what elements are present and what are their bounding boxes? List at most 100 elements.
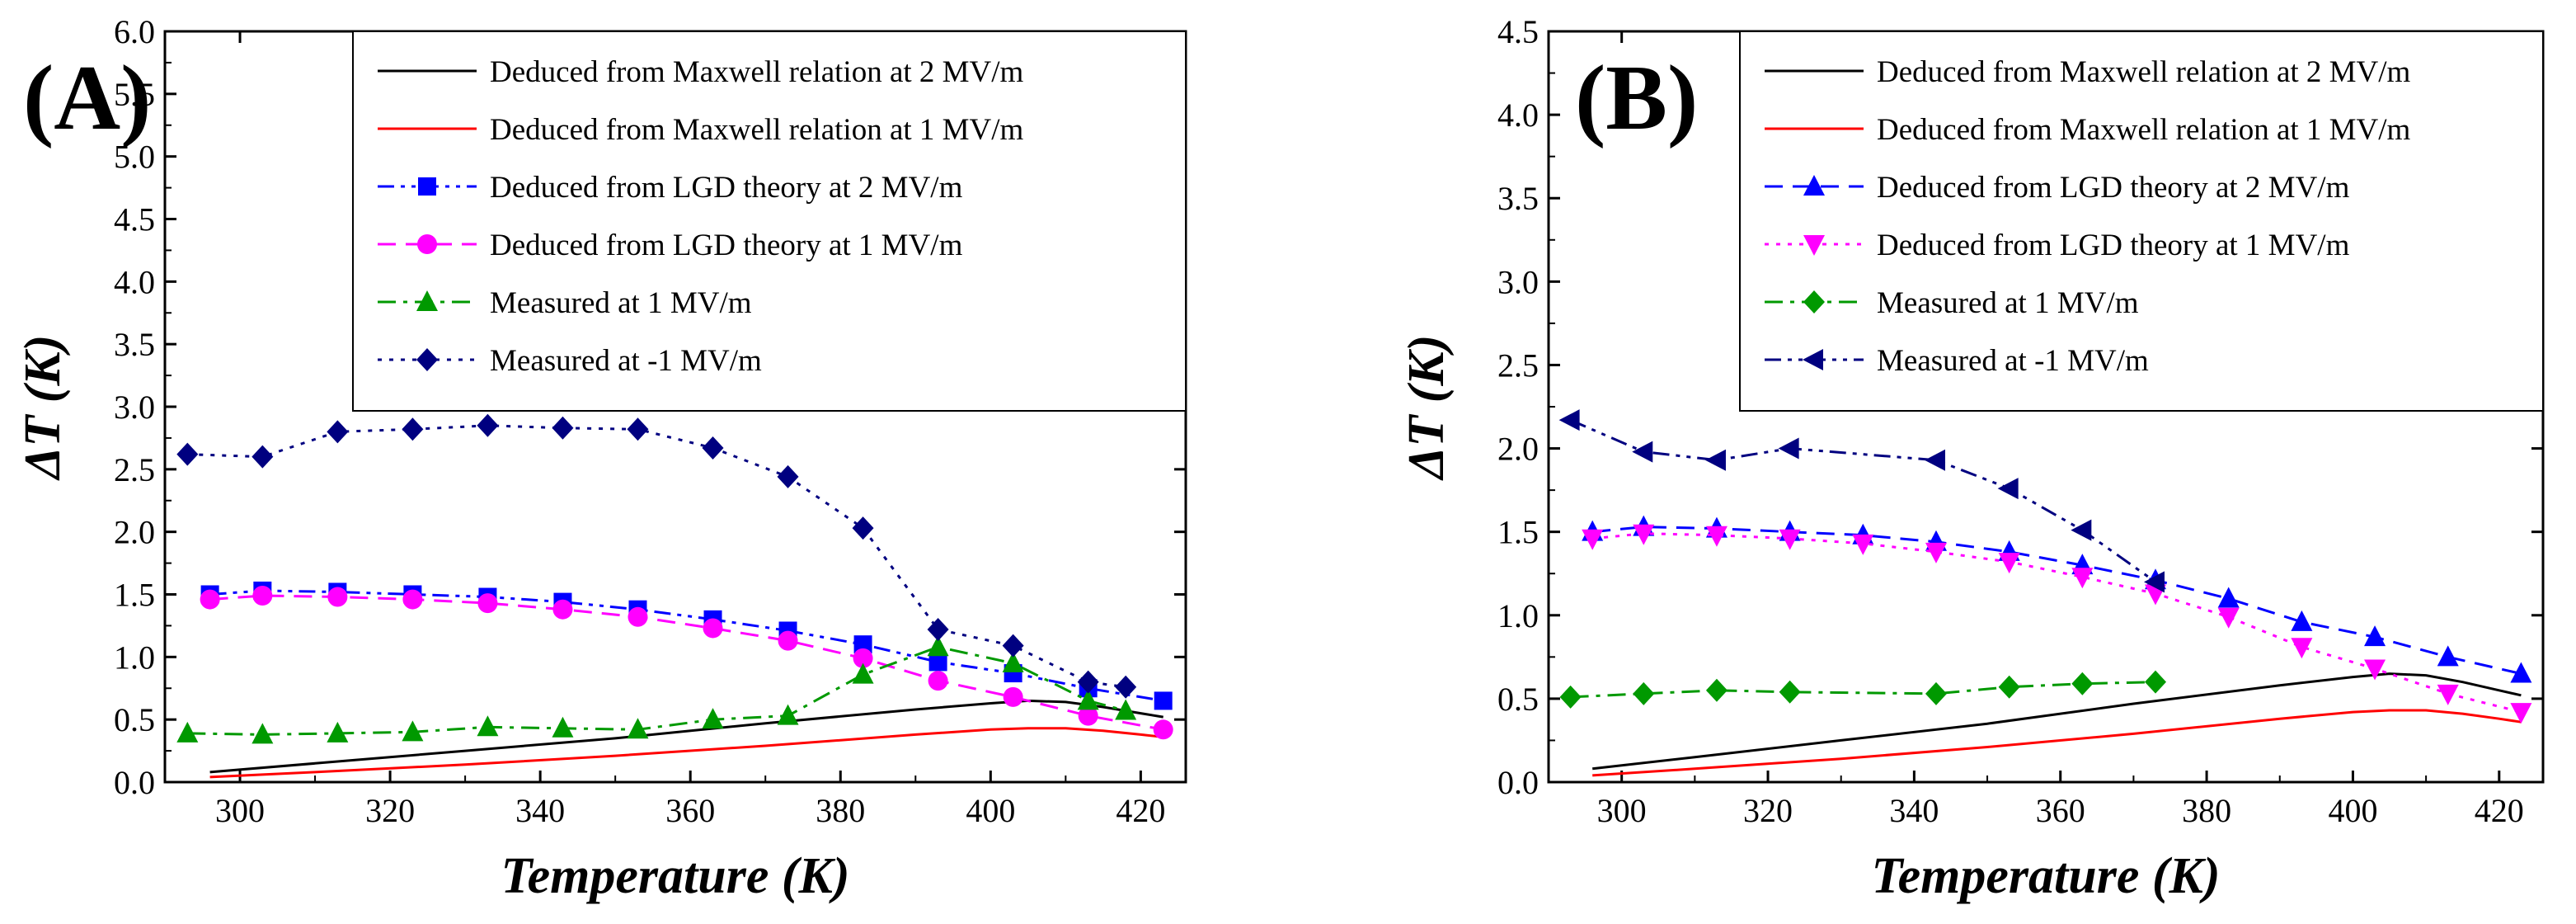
data-point <box>1705 678 1728 702</box>
y-tick-label: 3.5 <box>114 326 155 363</box>
data-point <box>2144 571 2165 593</box>
y-tick-label: 2.5 <box>1497 346 1539 384</box>
y-tick-label: 4.5 <box>114 201 155 238</box>
data-point <box>627 417 649 441</box>
data-point <box>1998 675 2020 699</box>
x-tick-label: 400 <box>966 792 1015 829</box>
data-point <box>1779 680 1801 704</box>
series-line <box>1570 681 2156 699</box>
legend-label: Deduced from LGD theory at 2 MV/m <box>490 171 963 205</box>
data-point <box>702 708 724 729</box>
data-point <box>852 516 874 540</box>
data-point <box>1078 705 1098 726</box>
x-tick-label: 420 <box>2475 792 2524 829</box>
x-tick-label: 400 <box>2328 792 2377 829</box>
data-point <box>1852 534 1874 555</box>
legend-label: Deduced from Maxwell relation at 2 MV/m <box>1877 55 2411 89</box>
legend-label: Measured at 1 MV/m <box>490 286 752 320</box>
y-tick-label: 2.5 <box>114 451 155 488</box>
y-tick-label: 2.0 <box>1497 431 1539 468</box>
data-point <box>402 417 424 441</box>
data-point <box>2364 625 2386 647</box>
data-point <box>1778 437 1799 460</box>
data-point <box>1003 686 1023 707</box>
y-tick-label: 5.0 <box>114 139 155 176</box>
x-tick-label: 360 <box>2036 792 2085 829</box>
data-point <box>2291 610 2313 631</box>
data-point <box>927 635 949 657</box>
data-point <box>251 723 274 744</box>
data-point <box>402 589 423 610</box>
data-point <box>1115 699 1137 720</box>
legend-marker <box>1803 235 1825 256</box>
data-point <box>477 593 498 614</box>
legend-marker <box>417 234 437 254</box>
data-point <box>327 420 349 444</box>
y-tick-label: 3.0 <box>1497 263 1539 300</box>
series-line <box>187 424 1126 689</box>
data-point <box>1077 670 1099 694</box>
data-point <box>1559 685 1582 709</box>
data-point <box>1998 553 2020 574</box>
data-point <box>853 635 872 654</box>
y-tick-label: 0.0 <box>1497 764 1539 801</box>
data-point <box>477 715 499 737</box>
x-tick-label: 360 <box>665 792 715 829</box>
data-point <box>2071 519 2092 541</box>
data-point <box>2071 568 2094 589</box>
chart-panel-a: 0.0 0.5 1.0 1.5 2.0 2.5 3.0 3.5 4.0 4.5 5.0 5.5 6.0 3… <box>15 13 1187 904</box>
data-point <box>1705 526 1728 547</box>
data-point <box>627 718 649 739</box>
data-point <box>2291 638 2313 659</box>
legend-label: Measured at -1 MV/m <box>490 344 762 378</box>
data-point <box>1925 542 1947 563</box>
legend-label: Deduced from LGD theory at 1 MV/m <box>490 229 963 262</box>
data-point <box>1002 634 1024 658</box>
x-tick-label: 300 <box>1597 792 1647 829</box>
x-tick-label: 420 <box>1116 792 1165 829</box>
data-point <box>1704 449 1726 471</box>
data-point <box>176 721 199 742</box>
data-point <box>1558 409 1580 431</box>
data-point <box>252 586 273 606</box>
series-line <box>1592 532 2522 714</box>
data-point <box>552 599 573 620</box>
data-point <box>2510 703 2532 724</box>
x-axis-title: Temperature (K) <box>501 848 849 904</box>
data-point <box>552 716 574 738</box>
data-point <box>2364 659 2386 681</box>
legend-label: Deduced from Maxwell relation at 2 MV/m <box>490 55 1024 89</box>
data-point <box>777 464 799 488</box>
series-line <box>209 594 1163 731</box>
series-line <box>1592 526 2522 676</box>
series-line <box>1592 672 2522 771</box>
data-point <box>703 618 723 639</box>
x-tick-label: 320 <box>1743 792 1793 829</box>
legend-label: Deduced from Maxwell relation at 1 MV/m <box>1877 113 2411 147</box>
y-tick-label: 3.0 <box>114 389 155 426</box>
data-point <box>1115 675 1137 699</box>
legend-marker <box>1803 175 1825 196</box>
data-point <box>2437 645 2459 667</box>
chart-panel-b: 0.0 0.5 1.0 1.5 2.0 2.5 3.0 3.5 4.0 4.5 300 320 340 3… <box>1398 13 2545 904</box>
data-point <box>852 662 874 684</box>
legend-marker <box>1803 290 1825 314</box>
series-line <box>187 645 1126 736</box>
y-tick-label: 1.5 <box>1497 514 1539 551</box>
data-point <box>1924 449 1945 471</box>
data-point <box>1077 689 1099 710</box>
legend-label: Deduced from LGD theory at 1 MV/m <box>1877 229 2350 262</box>
data-point <box>251 445 274 469</box>
data-point <box>2217 587 2240 608</box>
data-point <box>702 436 724 460</box>
x-tick-label: 380 <box>2182 792 2231 829</box>
data-point <box>2145 670 2167 694</box>
legend-label: Deduced from Maxwell relation at 1 MV/m <box>490 113 1024 147</box>
series-line <box>1592 709 2522 777</box>
data-point <box>176 442 199 466</box>
data-point <box>2217 607 2240 629</box>
y-tick-label: 4.0 <box>114 263 155 300</box>
legend-label: Measured at 1 MV/m <box>1877 286 2139 320</box>
legend-marker <box>416 290 438 311</box>
